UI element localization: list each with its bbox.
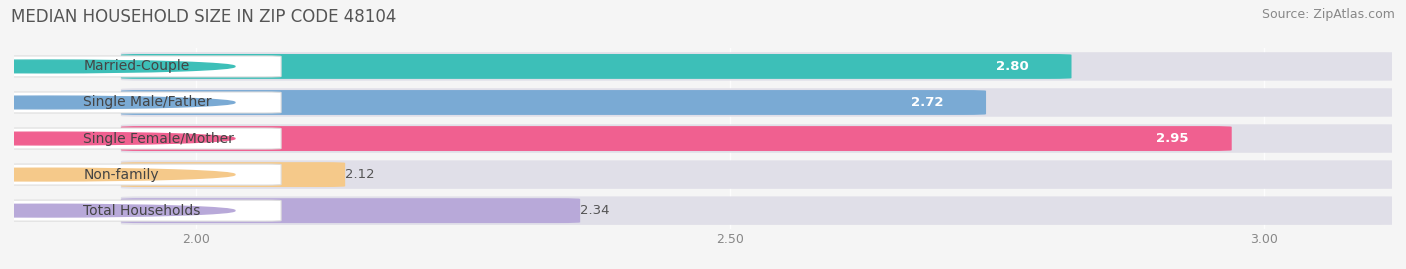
Text: Source: ZipAtlas.com: Source: ZipAtlas.com — [1261, 8, 1395, 21]
FancyBboxPatch shape — [3, 56, 281, 77]
FancyBboxPatch shape — [121, 54, 1071, 79]
FancyBboxPatch shape — [3, 200, 281, 221]
Circle shape — [0, 96, 235, 109]
FancyBboxPatch shape — [121, 196, 1403, 225]
Text: 2.34: 2.34 — [581, 204, 610, 217]
FancyBboxPatch shape — [121, 198, 581, 223]
Text: Non-family: Non-family — [83, 168, 159, 182]
Circle shape — [0, 168, 235, 181]
FancyBboxPatch shape — [121, 124, 1403, 153]
Text: 2.72: 2.72 — [911, 96, 943, 109]
Circle shape — [0, 132, 235, 145]
Text: Single Female/Mother: Single Female/Mother — [83, 132, 235, 146]
FancyBboxPatch shape — [121, 126, 1232, 151]
FancyBboxPatch shape — [121, 90, 986, 115]
Text: 2.12: 2.12 — [346, 168, 375, 181]
Text: 2.80: 2.80 — [995, 60, 1029, 73]
FancyBboxPatch shape — [121, 52, 1403, 81]
Text: Single Male/Father: Single Male/Father — [83, 95, 212, 109]
FancyBboxPatch shape — [3, 92, 281, 113]
Circle shape — [0, 204, 235, 217]
FancyBboxPatch shape — [121, 160, 1403, 189]
Text: Total Households: Total Households — [83, 204, 201, 218]
FancyBboxPatch shape — [3, 128, 281, 149]
FancyBboxPatch shape — [3, 164, 281, 185]
FancyBboxPatch shape — [121, 88, 1403, 117]
Text: Married-Couple: Married-Couple — [83, 59, 190, 73]
FancyBboxPatch shape — [121, 162, 346, 187]
Circle shape — [0, 60, 235, 73]
Text: MEDIAN HOUSEHOLD SIZE IN ZIP CODE 48104: MEDIAN HOUSEHOLD SIZE IN ZIP CODE 48104 — [11, 8, 396, 26]
Text: 2.95: 2.95 — [1157, 132, 1189, 145]
